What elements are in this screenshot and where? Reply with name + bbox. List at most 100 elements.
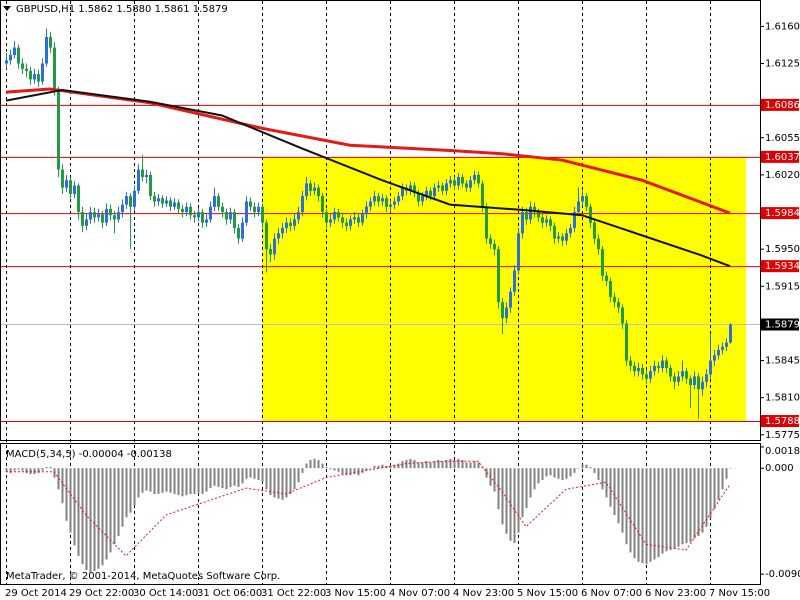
macd-bar <box>73 468 76 546</box>
candle-body <box>37 74 40 82</box>
macd-bar <box>217 468 220 487</box>
candle-body <box>281 227 284 234</box>
macd-bar <box>381 464 384 469</box>
macd-bar <box>5 468 8 472</box>
candle-body <box>69 180 72 195</box>
candle-body <box>149 174 152 197</box>
candle-body <box>25 68 28 71</box>
macd-bar <box>569 468 572 477</box>
candle-body <box>293 219 296 226</box>
macd-bar <box>85 468 88 570</box>
candle-body <box>289 222 292 226</box>
candle-body <box>725 342 728 347</box>
candle-body <box>221 206 224 213</box>
macd-bar <box>425 461 428 469</box>
macd-bar <box>573 468 576 473</box>
candle-body <box>661 360 664 368</box>
candle-body <box>205 219 208 223</box>
candle-body <box>593 222 596 239</box>
x-tick-label: 31 Oct 22:00 <box>261 588 326 599</box>
candle-body <box>193 215 196 218</box>
x-tick-label: 29 Oct 2014 <box>5 588 67 599</box>
macd-bar <box>685 468 688 544</box>
candle-body <box>493 243 496 250</box>
candle-body <box>433 187 436 197</box>
macd-bar <box>181 468 184 497</box>
macd-bar <box>637 468 640 562</box>
candle-body <box>317 187 320 197</box>
macd-bar <box>577 468 580 469</box>
candle-body <box>273 238 276 255</box>
main-pane-border <box>0 0 761 441</box>
macd-bar <box>517 468 520 533</box>
macd-bar <box>469 462 472 469</box>
macd-bar <box>705 468 708 527</box>
candle-body <box>85 219 88 226</box>
candle-body <box>657 365 660 368</box>
macd-bar <box>513 468 516 544</box>
macd-bar <box>173 468 176 494</box>
candle-body <box>29 70 32 80</box>
macd-bar <box>113 468 116 545</box>
macd-bar <box>445 460 448 469</box>
macd-bar <box>209 468 212 489</box>
macd-bar <box>25 468 28 473</box>
candle-body <box>81 212 84 226</box>
level-tag <box>761 207 799 220</box>
candle-body <box>325 212 328 223</box>
macd-bar <box>373 465 376 469</box>
macd-bar <box>33 468 36 475</box>
macd-pane-border <box>0 443 761 585</box>
macd-bar <box>321 463 324 469</box>
candle-body <box>229 212 232 220</box>
candle-body <box>481 183 484 207</box>
y-tick-label: 1.6055 <box>765 133 800 144</box>
macd-bar <box>305 463 308 469</box>
candle-body <box>429 190 432 197</box>
menu-arrow[interactable] <box>3 6 11 11</box>
candle-body <box>57 90 60 170</box>
candle-body <box>329 219 332 223</box>
macd-bar <box>593 468 596 473</box>
macd-bar <box>261 468 264 483</box>
macd-bar <box>345 468 348 476</box>
macd-bar <box>625 468 628 545</box>
candle-body <box>357 217 360 223</box>
macd-bar <box>45 467 48 469</box>
candle-body <box>537 212 540 218</box>
macd-bar <box>565 468 568 479</box>
macd-bar <box>21 468 24 471</box>
candle-body <box>201 212 204 223</box>
macd-bar <box>441 461 444 469</box>
candle-body <box>689 378 692 385</box>
candle-body <box>485 206 488 239</box>
macd-bar <box>365 468 368 471</box>
macd-bar <box>389 465 392 469</box>
candle-body <box>53 47 56 91</box>
candle-body <box>153 196 156 202</box>
x-tick-label: 4 Nov 07:00 <box>389 588 450 599</box>
candle-body <box>497 249 500 303</box>
macd-bar <box>377 465 380 469</box>
candle-body <box>41 63 44 82</box>
macd-bar <box>521 468 524 518</box>
macd-bar <box>601 468 604 490</box>
macd-title: MACD(5,34,5) -0.00004 -0.00138 <box>6 449 172 460</box>
x-tick-label: 31 Oct 06:00 <box>197 588 262 599</box>
macd-bar <box>333 468 336 471</box>
macd-bar <box>81 468 84 565</box>
macd-bar <box>309 460 312 469</box>
macd-bar <box>717 468 720 500</box>
macd-bar <box>233 468 236 486</box>
macd-bar <box>221 468 224 489</box>
y-tick-label: 1.6160 <box>765 21 800 32</box>
level-tag <box>761 260 799 273</box>
macd-bar <box>137 468 140 498</box>
candle-body <box>605 275 608 281</box>
macd-bar <box>313 458 316 469</box>
macd-bar <box>301 468 304 473</box>
x-tick-label: 30 Oct 14:00 <box>133 588 198 599</box>
candle-body <box>185 206 188 213</box>
candle-body <box>665 360 668 368</box>
candle-body <box>717 349 720 356</box>
